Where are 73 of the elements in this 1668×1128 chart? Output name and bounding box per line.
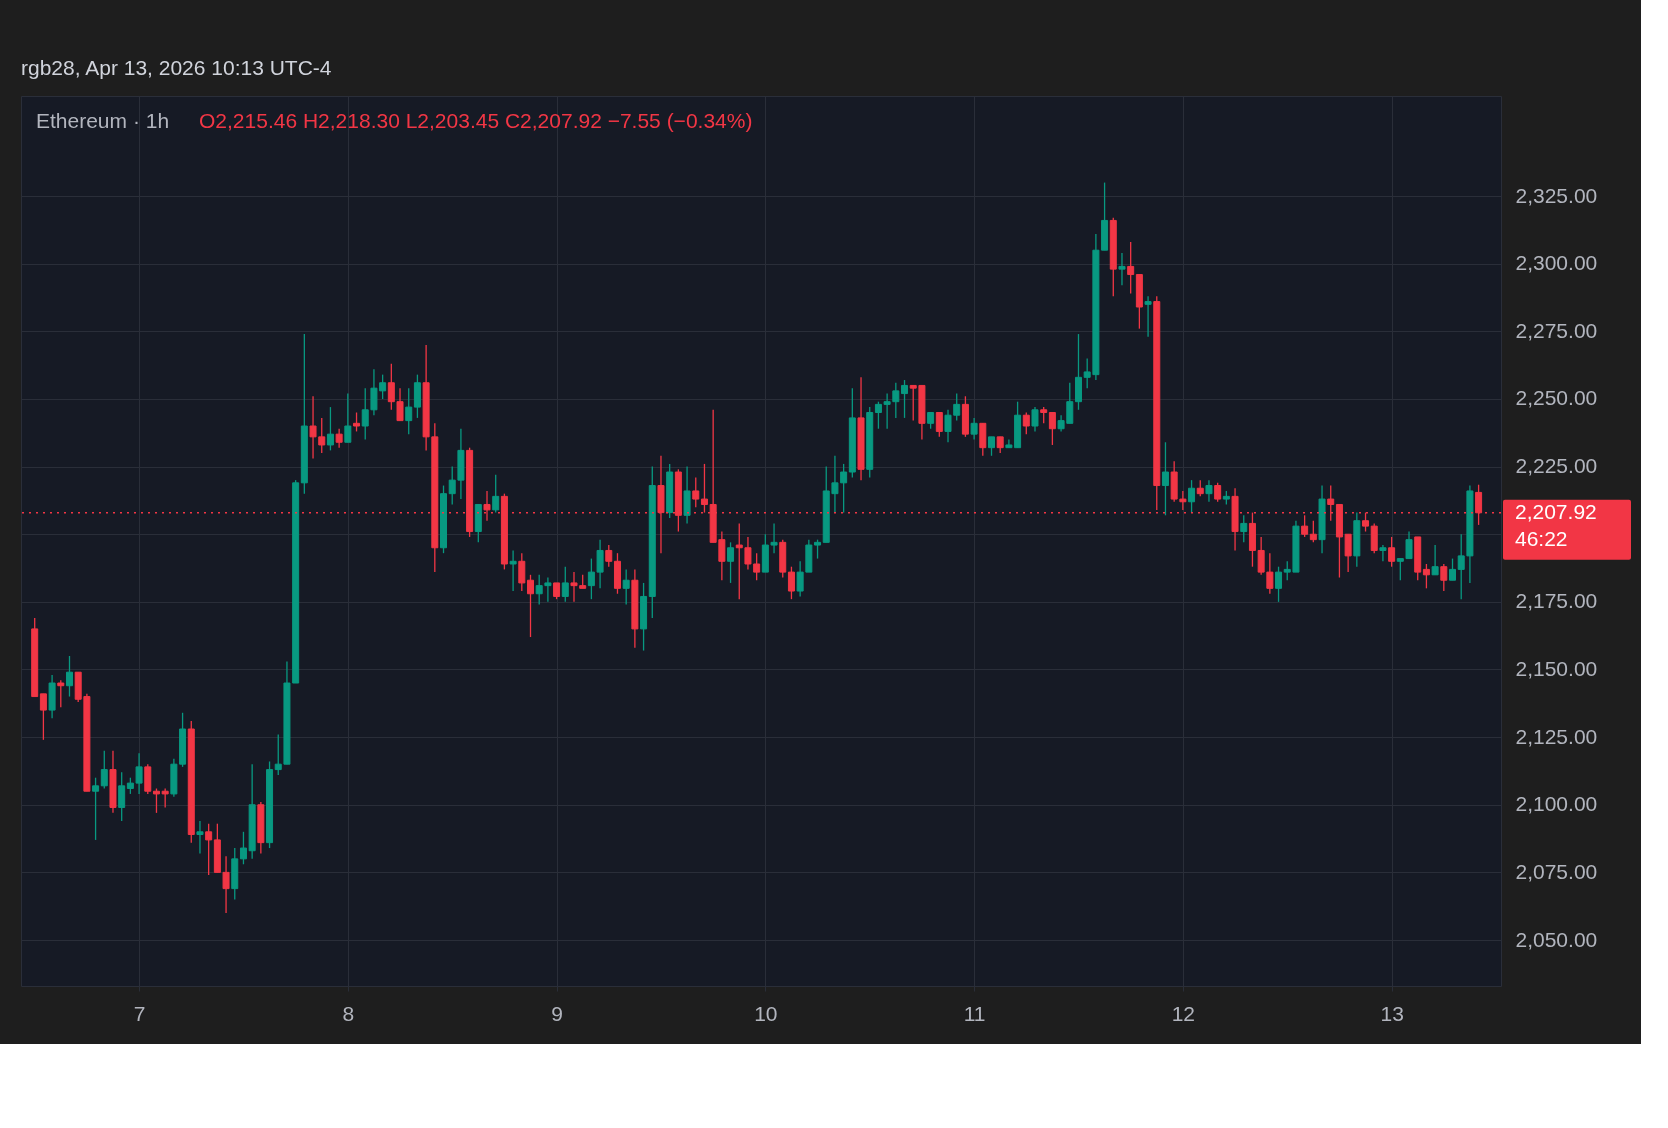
candlestick — [787, 566, 795, 600]
x-tick-label: 13 — [1380, 1001, 1404, 1025]
candlestick — [196, 820, 204, 855]
candlestick — [344, 392, 352, 443]
candlestick — [39, 693, 47, 741]
candlestick — [727, 541, 735, 584]
candlestick — [1431, 544, 1439, 576]
y-tick-label: 2,125.00 — [1515, 724, 1598, 748]
candlestick — [100, 750, 108, 790]
candlestick — [1205, 479, 1213, 503]
y-tick-label: 2,050.00 — [1515, 927, 1598, 951]
x-tick-label: 10 — [754, 1001, 778, 1025]
candlestick — [1240, 514, 1248, 543]
x-tick-label: 7 — [133, 1001, 146, 1025]
candlestick — [1214, 482, 1222, 503]
candlestick — [901, 379, 909, 419]
candlestick — [970, 417, 978, 441]
candlestick — [161, 787, 169, 809]
text: Ethereum · 1h — [36, 109, 170, 132]
candlestick — [205, 823, 213, 876]
candlestick — [405, 387, 413, 435]
candlestick — [1388, 536, 1396, 568]
candlestick — [118, 771, 126, 822]
y-tick-label: 2,325.00 — [1515, 183, 1598, 207]
candlestick — [1449, 557, 1457, 581]
candlestick — [518, 552, 526, 592]
candlestick — [92, 777, 100, 841]
candlestick — [492, 474, 500, 514]
y-tick-label: 2,300.00 — [1515, 251, 1598, 275]
y-tick-label: 2,075.00 — [1515, 859, 1598, 883]
candlestick — [988, 436, 995, 457]
candlestick — [57, 679, 65, 709]
x-tick-label: 11 — [963, 1001, 986, 1025]
y-tick-label: 2,275.00 — [1515, 318, 1598, 342]
candlestick — [1422, 563, 1430, 589]
candlestick — [814, 539, 822, 560]
candlestick — [1309, 520, 1317, 543]
candlestick — [605, 544, 613, 568]
ref-line-label: 2,207.92 — [1515, 499, 1597, 523]
candlestick — [1031, 406, 1039, 433]
candlestick — [1127, 241, 1135, 295]
candlestick — [1161, 441, 1169, 516]
y-tick-label: 2,150.00 — [1515, 657, 1598, 680]
candlestick — [1379, 544, 1387, 562]
candlestick — [353, 411, 361, 433]
candlestick — [1188, 479, 1196, 514]
candlestick — [1144, 295, 1152, 338]
text: 46:22 — [1515, 526, 1568, 550]
candlestick — [1275, 566, 1283, 603]
candlestick — [152, 787, 160, 814]
x-tick-label: 12 — [1171, 1001, 1196, 1025]
y-tick-label: 2,100.00 — [1515, 792, 1598, 816]
candlestick — [1048, 411, 1056, 446]
y-tick-label: 2,250.00 — [1515, 386, 1598, 410]
candlestick — [935, 411, 943, 438]
candlestick — [1440, 563, 1448, 592]
text: O2,215.46 H2,218.30 L2,203.45 C2,207.92 −7.55 (−0.34%) — [199, 109, 753, 132]
text: rgb28, Apr 13, 2026 10:13 UTC-4 — [21, 56, 332, 79]
y-tick-label: 2,225.00 — [1515, 454, 1598, 478]
y-tick-label: 2,175.00 — [1515, 589, 1598, 613]
candlestick — [527, 574, 534, 638]
x-tick-label: 8 — [342, 1001, 355, 1025]
candlestick — [1022, 411, 1030, 435]
candlestick — [561, 566, 569, 603]
candlestick — [335, 428, 343, 449]
x-tick-label: 9 — [551, 1001, 563, 1025]
candlestick — [509, 549, 517, 592]
candlestick — [692, 476, 700, 508]
candlestick — [239, 831, 247, 865]
candlestick — [1118, 252, 1126, 287]
candlestick — [326, 406, 334, 452]
candlestick — [65, 655, 73, 698]
candlestick — [622, 568, 630, 606]
